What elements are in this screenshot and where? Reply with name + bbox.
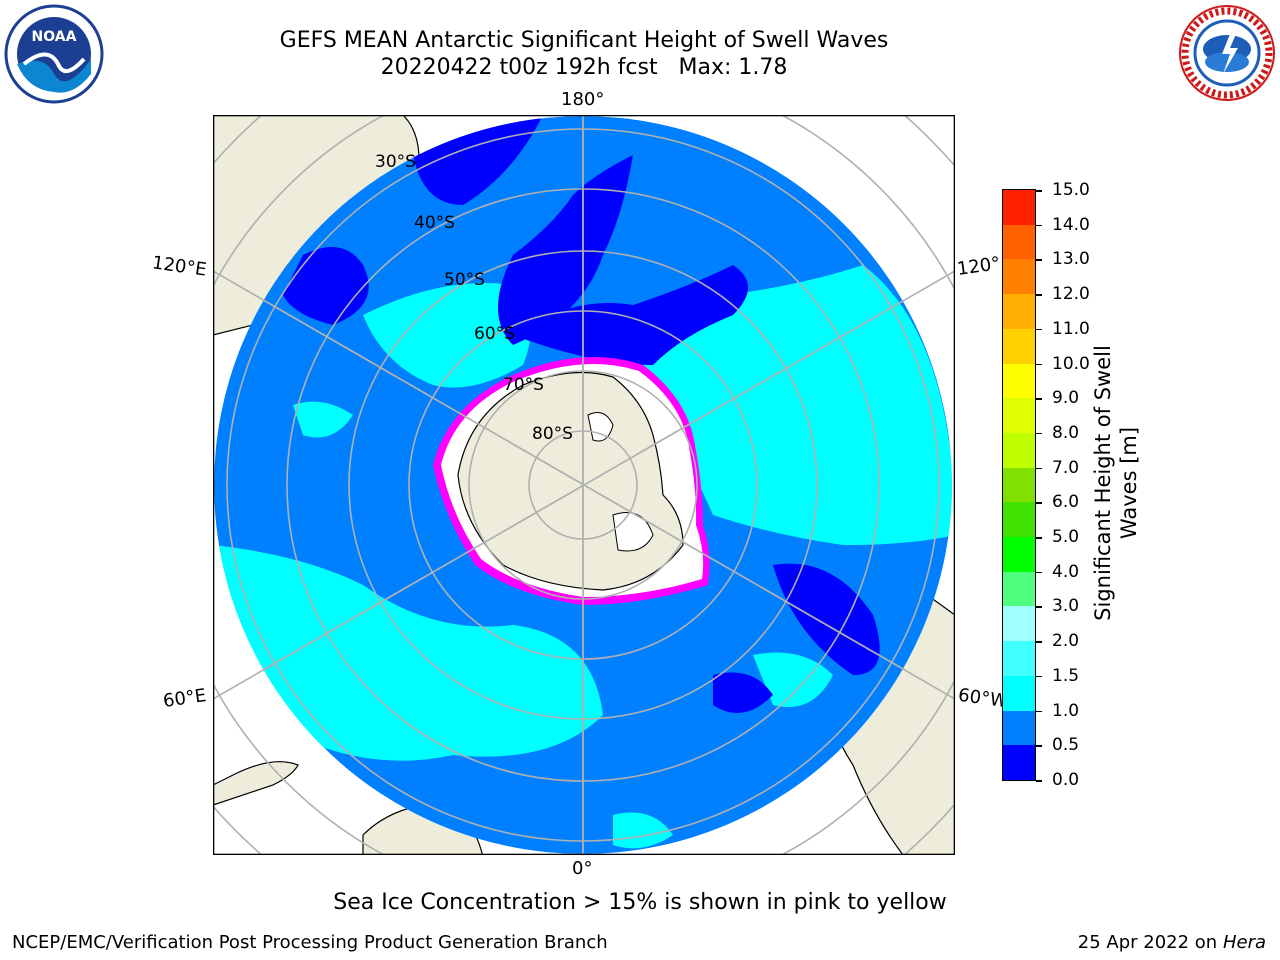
colorbar-segment [1003, 432, 1035, 468]
colorbar-tick-mark [1036, 190, 1042, 192]
lon-label-60e: 60°E [161, 685, 208, 712]
colorbar-tick-label: 6.0 [1052, 492, 1080, 513]
colorbar-label: Significant Height of Swell Waves [m] [1091, 345, 1141, 621]
colorbar-segment [1003, 224, 1035, 260]
colorbar-tick-mark [1036, 710, 1042, 713]
colorbar-segment [1003, 398, 1035, 433]
colorbar-tick-mark [1036, 641, 1042, 643]
noaa-logo-icon: NOAA [4, 4, 104, 104]
map-title: GEFS MEAN Antarctic Significant Height o… [279, 28, 889, 53]
colorbar-tick-label: 10.0 [1052, 353, 1090, 374]
colorbar-segment [1003, 363, 1035, 399]
colorbar-tick-mark [1036, 537, 1042, 539]
colorbar [1002, 189, 1036, 781]
lat-label-80s: 80°S [532, 424, 573, 444]
colorbar-tick-label: 1.0 [1052, 700, 1080, 721]
colorbar-tick-label: 8.0 [1052, 422, 1080, 443]
colorbar-tick-mark [1036, 467, 1042, 470]
lon-label-120w: 120° [955, 253, 1002, 280]
lon-label-180: 180° [561, 89, 605, 110]
lon-label-120e: 120°E [150, 252, 208, 281]
colorbar-tick-mark [1036, 363, 1042, 366]
colorbar-segment [1003, 328, 1035, 364]
colorbar-tick-label: 3.0 [1052, 596, 1080, 617]
map-subtitle: 20220422 t00z 192h fcst Max: 1.78 [380, 55, 788, 80]
colorbar-tick-mark [1036, 675, 1042, 678]
colorbar-tick-label: 11.0 [1052, 318, 1090, 339]
colorbar-segment [1003, 502, 1035, 538]
footer-branch: NCEP/EMC/Verification Post Processing Pr… [12, 932, 608, 953]
colorbar-segment [1003, 190, 1035, 225]
colorbar-tick-label: 7.0 [1052, 457, 1080, 478]
lat-label-70s: 70°S [503, 375, 544, 395]
footer-date-text: 25 Apr 2022 on [1077, 932, 1223, 953]
colorbar-tick-mark [1036, 294, 1042, 296]
colorbar-tick-label: 9.0 [1052, 388, 1080, 409]
sea-ice-note: Sea Ice Concentration > 15% is shown in … [333, 890, 947, 915]
colorbar-tick-mark [1036, 780, 1042, 782]
colorbar-tick-mark [1036, 328, 1042, 331]
footer-date: 25 Apr 2022 on Hera [1078, 932, 1266, 953]
polar-map [213, 115, 955, 855]
colorbar-segment [1003, 641, 1035, 676]
colorbar-segment [1003, 294, 1035, 329]
colorbar-tick-mark [1036, 745, 1042, 747]
colorbar-tick-label: 14.0 [1052, 214, 1090, 235]
colorbar-tick-mark [1036, 606, 1042, 608]
colorbar-segment [1003, 710, 1035, 746]
colorbar-segment [1003, 675, 1035, 711]
colorbar-tick-mark [1036, 502, 1042, 504]
colorbar-segment [1003, 745, 1035, 780]
colorbar-tick-mark [1036, 398, 1042, 400]
colorbar-tick-label: 4.0 [1052, 561, 1080, 582]
footer-host: Hera [1222, 932, 1266, 953]
colorbar-segment [1003, 537, 1035, 572]
colorbar-tick-mark [1036, 432, 1042, 435]
colorbar-tick-mark [1036, 259, 1042, 261]
colorbar-tick-label: 12.0 [1052, 284, 1090, 305]
lat-label-50s: 50°S [444, 270, 485, 290]
colorbar-tick-label: 1.5 [1052, 665, 1080, 686]
lat-label-40s: 40°S [414, 213, 455, 233]
colorbar-tick-mark [1036, 224, 1042, 227]
colorbar-segment [1003, 259, 1035, 295]
lat-label-30s: 30°S [375, 152, 416, 172]
colorbar-segment [1003, 571, 1035, 607]
colorbar-segment [1003, 467, 1035, 503]
colorbar-tick-label: 2.0 [1052, 631, 1080, 652]
colorbar-tick-label: 5.0 [1052, 527, 1080, 548]
nws-logo-icon [1179, 5, 1275, 101]
colorbar-tick-label: 0.5 [1052, 735, 1080, 756]
colorbar-tick-label: 13.0 [1052, 249, 1090, 270]
colorbar-segment [1003, 606, 1035, 642]
colorbar-tick-label: 0.0 [1052, 770, 1080, 790]
lat-label-60s: 60°S [474, 324, 515, 344]
colorbar-tick-label: 15.0 [1052, 180, 1090, 200]
svg-text:NOAA: NOAA [32, 29, 77, 45]
colorbar-tick-mark [1036, 571, 1042, 574]
lon-label-0: 0° [572, 858, 593, 879]
